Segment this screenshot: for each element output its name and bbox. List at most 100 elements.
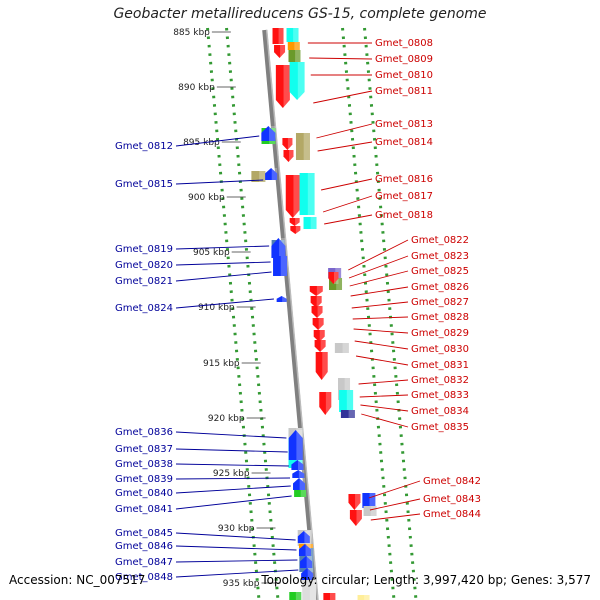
map-title: Geobacter metallireducens GS-15, complet… (113, 6, 487, 22)
gene-label-left: Gmet_0821 (115, 276, 173, 287)
label-leader (175, 477, 291, 480)
gene-shape (271, 238, 286, 258)
gene-feature (274, 45, 286, 58)
gene-label-left: Gmet_0840 (115, 488, 173, 499)
gene-shade (344, 378, 351, 400)
gene-feature (301, 568, 314, 580)
gene-shape (292, 470, 305, 478)
label-leader (175, 298, 274, 309)
label-leader (322, 195, 373, 213)
gene-shade (317, 306, 323, 318)
backbone-highlight (265, 29, 319, 600)
gene-label-left: Gmet_0836 (115, 427, 173, 438)
gene-label-right: Gmet_0809 (375, 54, 433, 65)
gene-shade (287, 138, 293, 150)
gene-label-right: Gmet_0822 (411, 235, 469, 246)
label-leader (354, 340, 409, 350)
gene-feature (297, 531, 310, 543)
dotted-guide-line (363, 27, 418, 599)
gene-shape (288, 50, 301, 62)
gene-shade (296, 428, 303, 438)
gene-shape (323, 593, 336, 600)
gene-label-right: Gmet_0808 (375, 38, 433, 49)
gene-feature (283, 150, 294, 162)
gene-feature (265, 168, 278, 180)
gene-feature (271, 238, 286, 258)
label-leader (175, 495, 292, 510)
gene-label-right: Gmet_0817 (375, 191, 433, 202)
gene-feature (313, 330, 325, 342)
gene-shade (310, 217, 317, 229)
label-leader (175, 448, 288, 453)
gene-feature (300, 556, 313, 568)
gene-shade (259, 171, 266, 182)
gene-label-right: Gmet_0844 (423, 509, 481, 520)
gene-feature (288, 50, 301, 62)
gene-shape (297, 531, 310, 543)
gene-shade (269, 126, 276, 141)
gene-label-right: Gmet_0831 (411, 360, 469, 371)
gene-feature (314, 340, 326, 352)
tick-label: 935 kbp (223, 579, 260, 589)
gene-shade (300, 490, 307, 497)
gene-shape (349, 510, 362, 526)
gene-shape (299, 173, 315, 215)
label-leader (309, 57, 373, 60)
gene-feature (273, 256, 288, 276)
dotted-guide-line (225, 27, 280, 599)
gene-feature (290, 226, 301, 234)
gene-shape (289, 62, 305, 100)
gene-label-left: Gmet_0841 (115, 504, 173, 515)
backbone-line (262, 29, 319, 600)
gene-feature (328, 272, 339, 284)
gene-label-right: Gmet_0832 (411, 375, 469, 386)
gene-shape (319, 392, 332, 415)
gene-shape (309, 286, 323, 296)
gene-label-right: Gmet_0829 (411, 328, 469, 339)
gene-feature (303, 217, 317, 229)
gene-shade (304, 531, 310, 543)
gene-label-right: Gmet_0816 (375, 174, 433, 185)
gene-shape (301, 568, 314, 580)
gene-feature (285, 175, 300, 218)
gene-feature (299, 173, 315, 215)
gene-shade (294, 42, 300, 50)
dotted-guide-line (206, 27, 261, 599)
gene-shade (295, 50, 301, 62)
gene-label-left: Gmet_0815 (115, 179, 173, 190)
label-leader (368, 480, 421, 499)
gene-shape (363, 506, 377, 516)
label-leader-lines (175, 42, 421, 578)
gene-shade (303, 133, 310, 160)
label-leader (317, 141, 373, 152)
gene-feature (251, 171, 266, 182)
gene-shape (286, 28, 299, 42)
gene-shape (298, 544, 311, 556)
gene-label-left: Gmet_0848 (115, 572, 173, 583)
gene-shade (336, 278, 343, 290)
label-leader (361, 413, 409, 428)
label-leader (316, 123, 373, 139)
tick-label: 925 kbp (213, 469, 250, 479)
label-leader (349, 270, 409, 287)
gene-label-right: Gmet_0811 (375, 86, 433, 97)
label-leader (359, 394, 409, 398)
gene-label-right: Gmet_0828 (411, 312, 469, 323)
gene-feature (272, 28, 284, 44)
gene-shade (306, 556, 313, 568)
gene-shade (280, 256, 288, 276)
gene-label-right: Gmet_0833 (411, 390, 469, 401)
gene-shape (291, 460, 304, 470)
gene-shade (293, 175, 300, 218)
gene-shape (295, 133, 310, 160)
label-leader (353, 328, 409, 334)
tick-label: 890 kbp (178, 83, 215, 93)
gene-label-left: Gmet_0838 (115, 459, 173, 470)
gene-feature (288, 430, 303, 460)
gene-feature (312, 318, 324, 330)
gene-feature (339, 390, 354, 412)
gene-shape (251, 171, 266, 182)
label-leader (348, 255, 409, 279)
label-leader (175, 271, 272, 282)
